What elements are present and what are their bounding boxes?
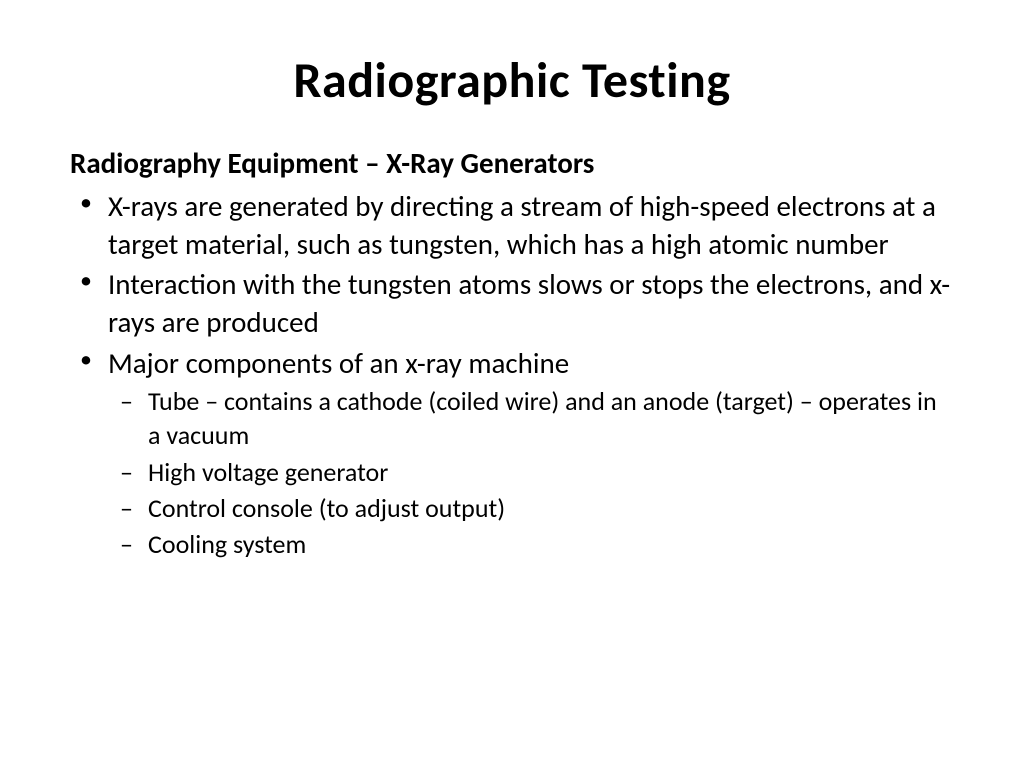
slide-subtitle: Radiography Equipment – X-Ray Generators <box>70 145 954 183</box>
sub-bullet-item: Tube – contains a cathode (coiled wire) … <box>108 384 954 453</box>
bullet-item: Major components of an x-ray machine Tub… <box>70 344 954 562</box>
bullet-item: Interaction with the tungsten atoms slow… <box>70 265 954 342</box>
bullet-item: X-rays are generated by directing a stre… <box>70 187 954 264</box>
bullet-list: X-rays are generated by directing a stre… <box>70 187 954 562</box>
sub-bullet-item: Cooling system <box>108 527 954 561</box>
sub-bullet-item: High voltage generator <box>108 455 954 489</box>
bullet-text: Interaction with the tungsten atoms slow… <box>108 266 950 340</box>
slide: Radiographic Testing Radiography Equipme… <box>0 0 1024 768</box>
bullet-text: X-rays are generated by directing a stre… <box>108 188 936 262</box>
sub-bullet-list: Tube – contains a cathode (coiled wire) … <box>108 384 954 562</box>
slide-title: Radiographic Testing <box>70 50 954 111</box>
bullet-text: Major components of an x-ray machine <box>108 345 569 381</box>
sub-bullet-item: Control console (to adjust output) <box>108 491 954 525</box>
